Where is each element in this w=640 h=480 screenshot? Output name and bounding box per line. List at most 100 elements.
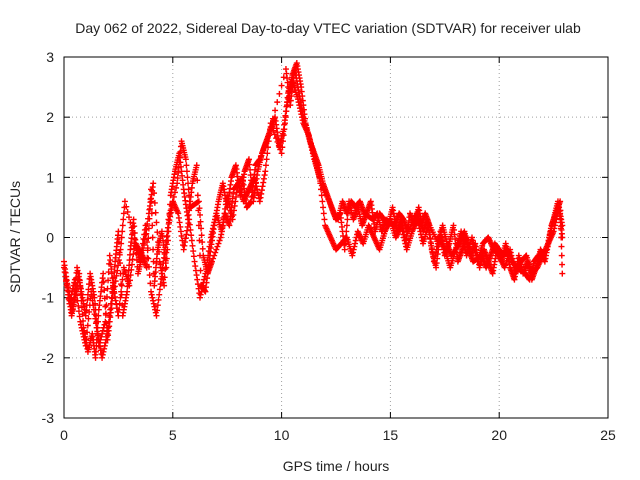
- data-point: [145, 235, 152, 242]
- data-point: [126, 262, 133, 269]
- data-point: [104, 285, 111, 292]
- data-point: [119, 276, 126, 283]
- data-point: [260, 147, 267, 154]
- data-point: [127, 219, 134, 226]
- data-point: [101, 321, 108, 328]
- data-point: [182, 156, 189, 163]
- data-point: [174, 180, 181, 187]
- data-point: [126, 214, 133, 221]
- data-point: [280, 74, 287, 81]
- x-tick-label: 25: [600, 427, 616, 443]
- data-point: [144, 254, 151, 261]
- data-point: [307, 140, 314, 147]
- data-point: [162, 266, 169, 273]
- data-point: [210, 255, 217, 262]
- data-point: [147, 280, 154, 287]
- data-point: [175, 164, 182, 171]
- data-point: [120, 210, 127, 217]
- data-point: [65, 287, 72, 294]
- data-point: [98, 333, 105, 340]
- data-point: [195, 222, 202, 229]
- data-point: [95, 342, 102, 349]
- data-point: [139, 252, 146, 259]
- data-point: [84, 291, 91, 298]
- data-point: [118, 282, 125, 289]
- data-point: [107, 300, 114, 307]
- data-point: [166, 211, 173, 218]
- data-point: [183, 168, 190, 175]
- data-point: [92, 348, 99, 355]
- data-point: [153, 219, 160, 226]
- data-point: [194, 199, 201, 206]
- data-point: [197, 218, 204, 225]
- data-point: [128, 224, 135, 231]
- data-point: [85, 286, 92, 293]
- data-point: [185, 180, 192, 187]
- y-tick-labels: -3 -2 -1 0 1 2 3: [42, 49, 55, 426]
- data-point: [151, 199, 158, 206]
- data-point: [116, 306, 123, 313]
- data-point: [185, 186, 192, 193]
- y-tick-label: 0: [46, 230, 54, 246]
- data-point: [176, 159, 183, 166]
- data-point: [143, 226, 150, 233]
- data-point: [118, 234, 125, 241]
- data-point: [103, 293, 110, 300]
- data-point: [557, 207, 564, 214]
- data-point: [93, 318, 100, 325]
- data-point: [174, 175, 181, 182]
- data-point: [279, 144, 286, 151]
- data-point: [111, 288, 118, 295]
- data-point: [265, 132, 272, 139]
- data-point: [283, 108, 290, 115]
- data-point: [304, 129, 311, 136]
- data-point: [117, 294, 124, 301]
- data-point: [559, 222, 566, 229]
- data-point: [170, 193, 177, 200]
- data-point: [542, 247, 549, 254]
- data-point: [271, 131, 278, 138]
- data-point: [194, 177, 201, 184]
- data-point: [279, 138, 286, 145]
- data-point: [75, 302, 82, 309]
- data-point: [149, 234, 156, 241]
- data-point: [99, 327, 106, 334]
- data-point: [321, 216, 328, 223]
- data-point: [151, 190, 158, 197]
- data-point: [188, 237, 195, 244]
- data-point: [301, 117, 308, 124]
- data-point: [245, 156, 252, 163]
- data-point: [83, 302, 90, 309]
- data-point: [145, 255, 152, 262]
- grid: [64, 57, 608, 418]
- data-point: [102, 318, 109, 325]
- data-point: [276, 90, 283, 97]
- data-point: [93, 312, 100, 319]
- data-point: [305, 132, 312, 139]
- data-point: [177, 148, 184, 155]
- data-point: [97, 336, 104, 343]
- data-point: [83, 307, 90, 314]
- data-point: [69, 306, 76, 313]
- data-point: [140, 247, 147, 254]
- data-point: [184, 174, 191, 181]
- data-point: [190, 248, 197, 255]
- data-point: [71, 285, 78, 292]
- data-point: [100, 278, 107, 285]
- data-point: [320, 210, 327, 217]
- data-point: [261, 144, 268, 151]
- data-point: [164, 232, 171, 239]
- data-point: [76, 313, 83, 320]
- data-point: [343, 222, 350, 229]
- data-point: [85, 315, 92, 322]
- data-point: [64, 284, 71, 291]
- data-point: [263, 156, 270, 163]
- data-point: [127, 272, 134, 279]
- data-point: [186, 221, 193, 228]
- data-point: [119, 228, 126, 235]
- data-point: [152, 209, 159, 216]
- data-point: [188, 232, 195, 239]
- data-point: [146, 272, 153, 279]
- data-point: [63, 276, 70, 283]
- data-point: [84, 296, 91, 303]
